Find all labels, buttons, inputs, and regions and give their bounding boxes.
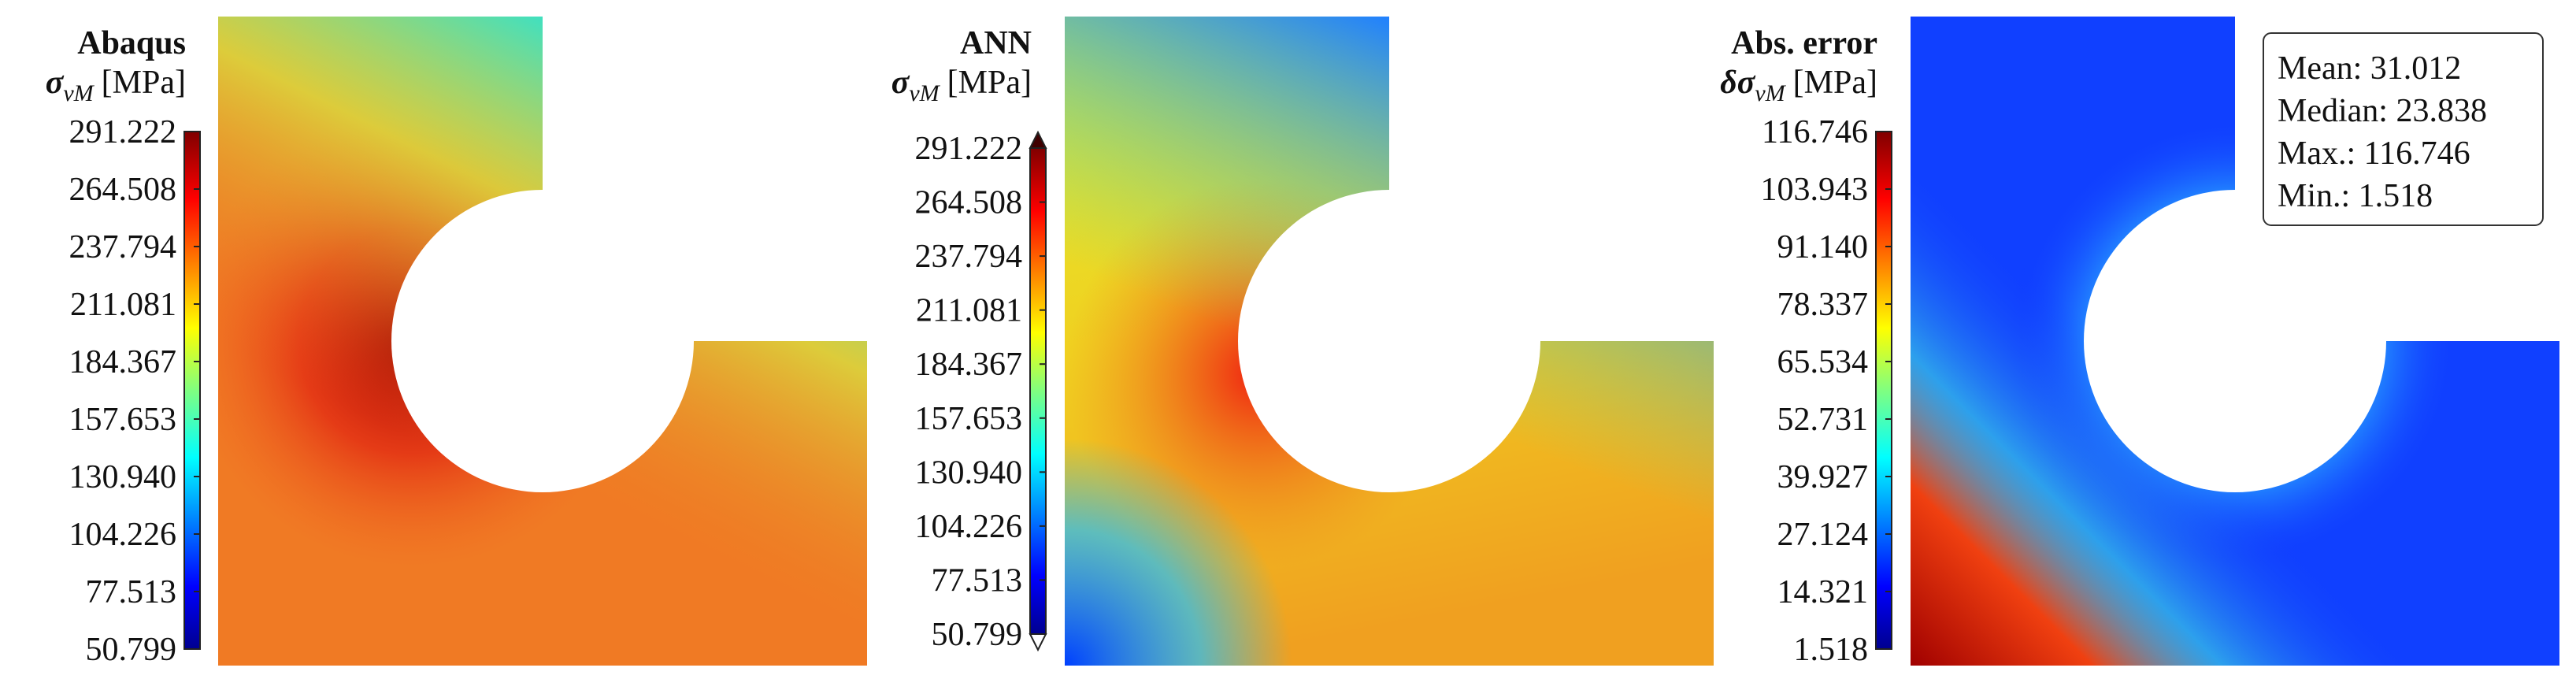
colorbar-tick-label: 211.081	[916, 293, 1022, 329]
quantity-label: δσvM [MPa]	[1720, 65, 1877, 106]
stats-box	[2263, 32, 2544, 226]
symbol: σ	[46, 65, 65, 101]
subscript: vM	[909, 80, 940, 106]
colorbar-tick-label: 157.653	[915, 401, 1023, 437]
colorbar	[1875, 131, 1892, 650]
panel-title: ANN	[960, 25, 1032, 61]
colorbar-tick-label: 77.513	[932, 562, 1023, 599]
colorbar-tick-label: 264.508	[69, 172, 177, 208]
subscript: vM	[63, 80, 95, 106]
unit: [MPa]	[102, 65, 186, 101]
colorbar-tick-label: 1.518	[1794, 632, 1869, 668]
colorbar-tick-label: 91.140	[1777, 229, 1869, 265]
hole	[391, 190, 694, 492]
colorbar-arrow-top	[1029, 130, 1047, 149]
colorbar-tick-label: 39.927	[1777, 459, 1869, 495]
colorbar-arrow-bottom	[1029, 633, 1047, 652]
colorbar	[1029, 147, 1047, 635]
hole	[1238, 190, 1540, 492]
colorbar-tick-label: 130.940	[915, 454, 1023, 491]
quantity-label: σvM [MPa]	[46, 65, 186, 106]
symbol: σ	[891, 65, 910, 101]
stats-line: Mean: 31.012	[2278, 50, 2461, 87]
colorbar-tick-label: 291.222	[69, 114, 177, 150]
symbol: δσ	[1720, 65, 1756, 101]
colorbar-tick-label: 77.513	[86, 574, 177, 610]
colorbar-tick-label: 27.124	[1777, 517, 1869, 553]
colorbar-tick-label: 264.508	[915, 185, 1023, 221]
stats-line: Max.: 116.746	[2278, 135, 2470, 172]
stats-line: Median: 23.838	[2278, 93, 2487, 129]
unit: [MPa]	[1793, 65, 1877, 101]
quantity-label: σvM [MPa]	[891, 65, 1032, 106]
panel-title: Abaqus	[77, 25, 186, 61]
colorbar-tick-label: 78.337	[1777, 287, 1869, 323]
colorbar-tick-label: 103.943	[1761, 172, 1869, 208]
colorbar-tick-label: 184.367	[915, 347, 1023, 383]
hole	[2084, 190, 2386, 492]
colorbar-tick-label: 65.534	[1777, 344, 1869, 380]
unit: [MPa]	[947, 65, 1032, 101]
colorbar-tick-label: 237.794	[69, 229, 177, 265]
colorbar-tick-label: 50.799	[932, 617, 1023, 653]
colorbar-tick-label: 184.367	[69, 344, 177, 380]
colorbar-tick-label: 116.746	[1762, 114, 1868, 150]
stats-line: Min.: 1.518	[2278, 178, 2433, 214]
colorbar-tick-label: 50.799	[86, 632, 177, 668]
colorbar-tick-label: 52.731	[1777, 402, 1869, 438]
subscript: vM	[1755, 80, 1786, 106]
colorbar-tick-label: 237.794	[915, 239, 1023, 275]
colorbar-tick-label: 157.653	[69, 402, 177, 438]
panel-title: Abs. error	[1731, 25, 1877, 61]
colorbar-tick-label: 104.226	[69, 517, 177, 553]
colorbar-tick-label: 291.222	[915, 131, 1023, 167]
colorbar-tick-label: 104.226	[915, 509, 1023, 545]
colorbar	[183, 131, 201, 650]
colorbar-tick-label: 14.321	[1777, 574, 1869, 610]
colorbar-tick-label: 211.081	[70, 287, 176, 323]
colorbar-tick-label: 130.940	[69, 459, 177, 495]
